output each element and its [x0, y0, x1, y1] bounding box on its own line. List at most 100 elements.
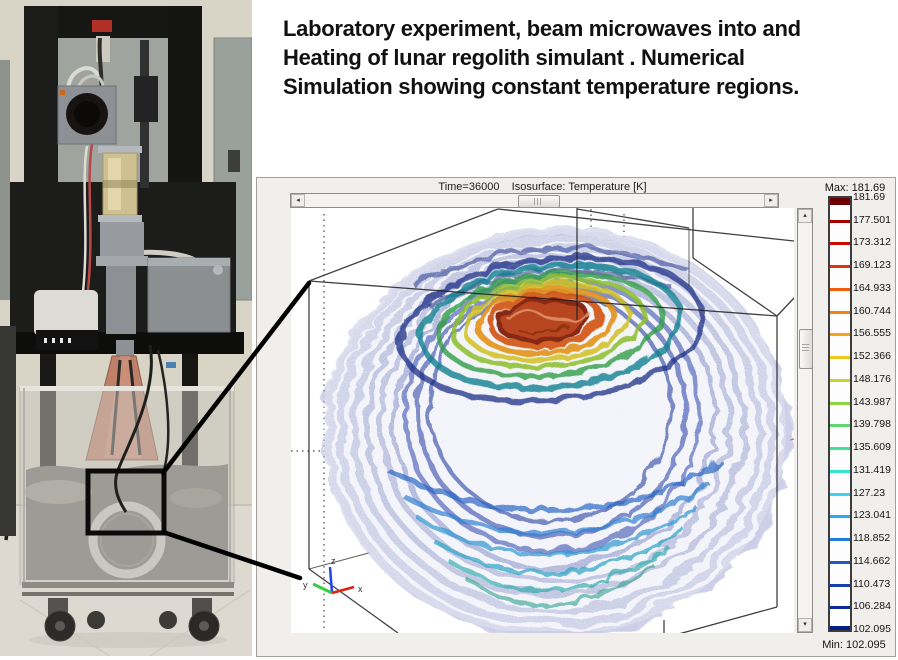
colorbar-tick: [830, 584, 850, 587]
colorbar-tick-label: 135.609: [853, 441, 891, 453]
photo-instrument-led: [52, 338, 55, 343]
z-axis-label: z: [331, 556, 336, 566]
photo-flange-top: [98, 146, 142, 153]
colorbar-tick: [830, 198, 850, 205]
colorbar-tick-label: 173.312: [853, 236, 891, 248]
simulation-window: Time=36000 Isosurface: Temperature [K] ◂…: [256, 177, 896, 657]
y-axis: [312, 582, 333, 595]
photo-instrument: [36, 330, 98, 350]
photo-warning-sticker: [92, 20, 112, 32]
photo-rod-box: [134, 76, 158, 122]
colorbar-tick-label: 106.284: [853, 600, 891, 612]
colorbar-tick: [830, 242, 850, 245]
vertical-scroll-thumb[interactable]: [799, 329, 813, 369]
colorbar-tick: [830, 379, 850, 382]
vertical-scrollbar[interactable]: ▴ ▾: [797, 208, 813, 633]
plot-title: Time=36000 Isosurface: Temperature [K]: [438, 181, 647, 193]
colorbar-tick-label: 181.69: [853, 191, 886, 203]
photo-tank-rim: [20, 386, 234, 391]
scroll-right-icon: ▸: [769, 197, 773, 204]
scroll-down-icon: ▾: [803, 621, 807, 628]
colorbar-bar: [828, 196, 852, 632]
photo-wheel-rear: [159, 611, 177, 629]
scroll-right-button[interactable]: ▸: [764, 194, 778, 207]
photo-assembly-tube: [106, 266, 136, 334]
waveguide-box-edge: [576, 208, 690, 229]
colorbar-tick-label: 131.419: [853, 464, 891, 476]
colorbar-tick: [830, 220, 850, 223]
waveguide-box-edge: [692, 257, 778, 317]
photo-waveguide-band: [103, 180, 137, 188]
callout-box: [85, 468, 167, 536]
colorbar-tick-label: 160.744: [853, 305, 891, 317]
photo-wire-white: [81, 145, 89, 293]
colorbar-tick: [830, 288, 850, 291]
colorbar-tick-label: 118.852: [853, 532, 891, 544]
scroll-down-button[interactable]: ▾: [798, 618, 812, 632]
photo-side-equipment: [0, 326, 16, 536]
grip-icon: [802, 344, 809, 353]
colorbar-tick: [830, 470, 850, 473]
colorbar-tick-label: 148.176: [853, 373, 891, 385]
colorbar-tick-label: 127.23: [853, 487, 886, 499]
colorbar-min-label: Min: 102.095: [822, 639, 886, 651]
lab-photo: [0, 0, 253, 657]
colorbar-tick: [830, 265, 850, 268]
grip-icon: [534, 198, 543, 205]
colorbar-tick-label: 114.662: [853, 555, 891, 567]
slide-caption: Laboratory experiment, beam microwaves i…: [283, 14, 889, 101]
photo-instrument-led: [44, 338, 47, 343]
caption-line-2: Heating of lunar regolith simulant . Num…: [283, 45, 745, 70]
scroll-up-button[interactable]: ▴: [798, 209, 812, 223]
photo-shadow: [28, 632, 228, 648]
colorbar-tick-label: 156.555: [853, 327, 891, 339]
front-contour-bands: [384, 457, 723, 605]
photo-wire-red: [86, 143, 94, 291]
photo-instrument-led: [68, 338, 71, 343]
photo-indicator-dot: [60, 90, 65, 95]
colorbar-tick-label: 110.473: [853, 578, 891, 590]
colorbar-tick-label: 123.041: [853, 509, 891, 521]
colorbar-tick: [830, 356, 850, 359]
photo-acrylic-tank: [19, 387, 235, 585]
colorbar-tick-label: 102.095: [853, 623, 891, 635]
colorbar-max-label: Max: 181.69: [824, 182, 886, 194]
colorbar-tick: [830, 561, 850, 564]
photo-probe-cable: [114, 344, 153, 513]
colorbar-tick: [830, 515, 850, 518]
photo-cart-rail: [22, 582, 234, 588]
colorbar-tick: [830, 424, 850, 427]
colorbar-tick-label: 169.123: [853, 259, 891, 271]
y-axis-label: y: [303, 580, 308, 590]
domain-box-wireframe: [308, 208, 794, 633]
colorbar-tick-label: 177.501: [853, 214, 891, 226]
photo-wheel-hub: [55, 621, 65, 631]
photo-assembly-block: [100, 222, 144, 256]
axis-triad: z y x: [303, 556, 363, 595]
photo-instrument-led: [60, 338, 63, 343]
colorbar-tick-label: 152.366: [853, 350, 891, 362]
photo-pump-connector: [213, 265, 223, 275]
isosurface-blob: [320, 221, 788, 633]
horizontal-scroll-thumb[interactable]: [518, 195, 560, 208]
colorbar-tick: [830, 402, 850, 405]
horizontal-scrollbar[interactable]: ◂ ▸: [290, 193, 779, 208]
colorbar-tick: [830, 311, 850, 314]
colorbar-tick-label: 143.987: [853, 396, 891, 408]
colorbar-tick-label: 139.798: [853, 418, 891, 430]
lab-photo-svg: [0, 0, 253, 657]
colorbar-tick-label: 164.933: [853, 282, 891, 294]
x-axis: [331, 585, 355, 595]
photo-flange-bottom: [98, 215, 142, 222]
photo-panel-handle: [228, 150, 240, 172]
photo-wheel-hub: [199, 621, 209, 631]
colorbar-labels: 181.69 177.501 173.312 169.123 164.933 160.74…: [853, 191, 897, 641]
photo-white-device: [34, 290, 98, 336]
photo-pump-top: [148, 258, 230, 266]
scroll-left-button[interactable]: ◂: [291, 194, 305, 207]
colorbar-tick: [830, 333, 850, 336]
photo-blue-connector: [166, 362, 176, 368]
plot-canvas[interactable]: z y x: [291, 208, 794, 633]
x-axis-label: x: [358, 584, 363, 594]
photo-wheel-rear: [87, 611, 105, 629]
